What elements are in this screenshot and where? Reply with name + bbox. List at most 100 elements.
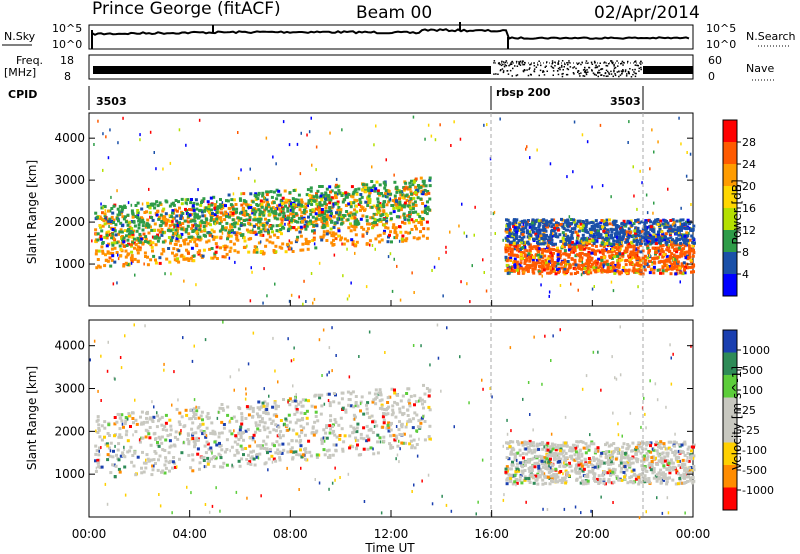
echo-cell (264, 223, 268, 226)
echo-cell (305, 422, 309, 426)
echo-cell (114, 223, 118, 227)
echo-speck (117, 253, 119, 257)
echo-cell (584, 229, 588, 233)
echo-cell (661, 260, 665, 264)
echo-cell (196, 426, 200, 430)
echo-speck (445, 245, 447, 249)
echo-speck (591, 185, 593, 189)
echo-cell (258, 414, 262, 418)
freq-sample (551, 63, 553, 65)
echo-cell (672, 220, 676, 224)
echo-cell (587, 264, 591, 268)
echo-cell (341, 449, 345, 453)
echo-cell (253, 216, 257, 220)
echo-cell (375, 395, 379, 399)
echo-cell (243, 211, 247, 215)
echo-cell (665, 254, 669, 258)
echo-cell (644, 234, 648, 238)
freq-sample (599, 72, 601, 74)
echo-cell (405, 392, 409, 395)
echo-cell (128, 449, 132, 453)
echo-cell (263, 446, 266, 450)
echo-cell (533, 263, 537, 267)
echo-cell (330, 196, 334, 200)
echo-cell (320, 198, 324, 202)
echo-cell (362, 447, 366, 451)
echo-cell (351, 195, 355, 199)
echo-cell (292, 219, 296, 222)
echo-speck (463, 231, 465, 235)
echo-cell (556, 222, 560, 225)
echo-cell (556, 259, 560, 262)
echo-cell (165, 257, 169, 261)
echo-cell (264, 207, 268, 211)
echo-cell (291, 250, 295, 253)
echo-cell (208, 210, 211, 214)
echo-cell (556, 246, 559, 250)
echo-cell (325, 424, 329, 428)
echo-cell (340, 194, 344, 197)
echo-cell (138, 246, 142, 250)
echo-cell (524, 220, 528, 224)
echo-cell (381, 213, 385, 217)
echo-cell (340, 221, 344, 225)
echo-cell (669, 243, 673, 247)
echo-cell (389, 211, 393, 215)
echo-speck (541, 274, 543, 278)
echo-cell (664, 232, 668, 236)
echo-cell (589, 227, 593, 231)
echo-cell (168, 469, 171, 473)
echo-cell (382, 439, 386, 443)
echo-cell (210, 228, 214, 232)
echo-cell (118, 416, 122, 420)
echo-cell (372, 222, 376, 226)
echo-speck (424, 137, 426, 141)
echo-speck (221, 231, 224, 235)
echo-cell (362, 412, 366, 416)
echo-cell (353, 427, 357, 431)
echo-cell (187, 220, 191, 224)
echo-cell (189, 256, 193, 260)
freq-sample (575, 67, 577, 70)
echo-cell (583, 253, 587, 257)
echo-cell (590, 251, 594, 255)
echo-cell (682, 247, 686, 251)
freq-sample (561, 60, 564, 62)
echo-cell (314, 246, 318, 250)
echo-cell (277, 189, 281, 193)
freq-sample (608, 73, 611, 75)
echo-cell (594, 249, 598, 253)
echo-speck (112, 282, 115, 286)
echo-cell (509, 256, 513, 260)
echo-cell (161, 240, 165, 244)
echo-cell (95, 215, 99, 219)
cpid-segment-1: 3503 (96, 95, 127, 108)
echo-cell (304, 450, 308, 454)
echo-cell (126, 450, 130, 454)
echo-cell (320, 185, 324, 188)
freq-sample (542, 71, 544, 73)
echo-cell (215, 245, 219, 249)
echo-speck (310, 272, 313, 275)
echo-cell (246, 428, 250, 432)
echo-cell (586, 221, 590, 225)
echo-cell (156, 468, 160, 472)
echo-speck (471, 264, 473, 268)
echo-cell (656, 232, 660, 236)
echo-cell (142, 470, 146, 474)
echo-cell (559, 223, 563, 226)
echo-cell (546, 238, 550, 242)
echo-cell (618, 252, 622, 256)
echo-cell (260, 222, 264, 226)
echo-cell (134, 204, 138, 207)
echo-cell (594, 231, 598, 235)
echo-cell (360, 195, 364, 199)
echo-cell (232, 207, 235, 211)
echo-cell (508, 232, 512, 236)
echo-cell (173, 465, 177, 469)
echo-cell (398, 433, 402, 436)
echo-cell (528, 230, 532, 234)
echo-cell (324, 206, 328, 210)
echo-cell (396, 444, 400, 448)
echo-cell (168, 219, 172, 223)
